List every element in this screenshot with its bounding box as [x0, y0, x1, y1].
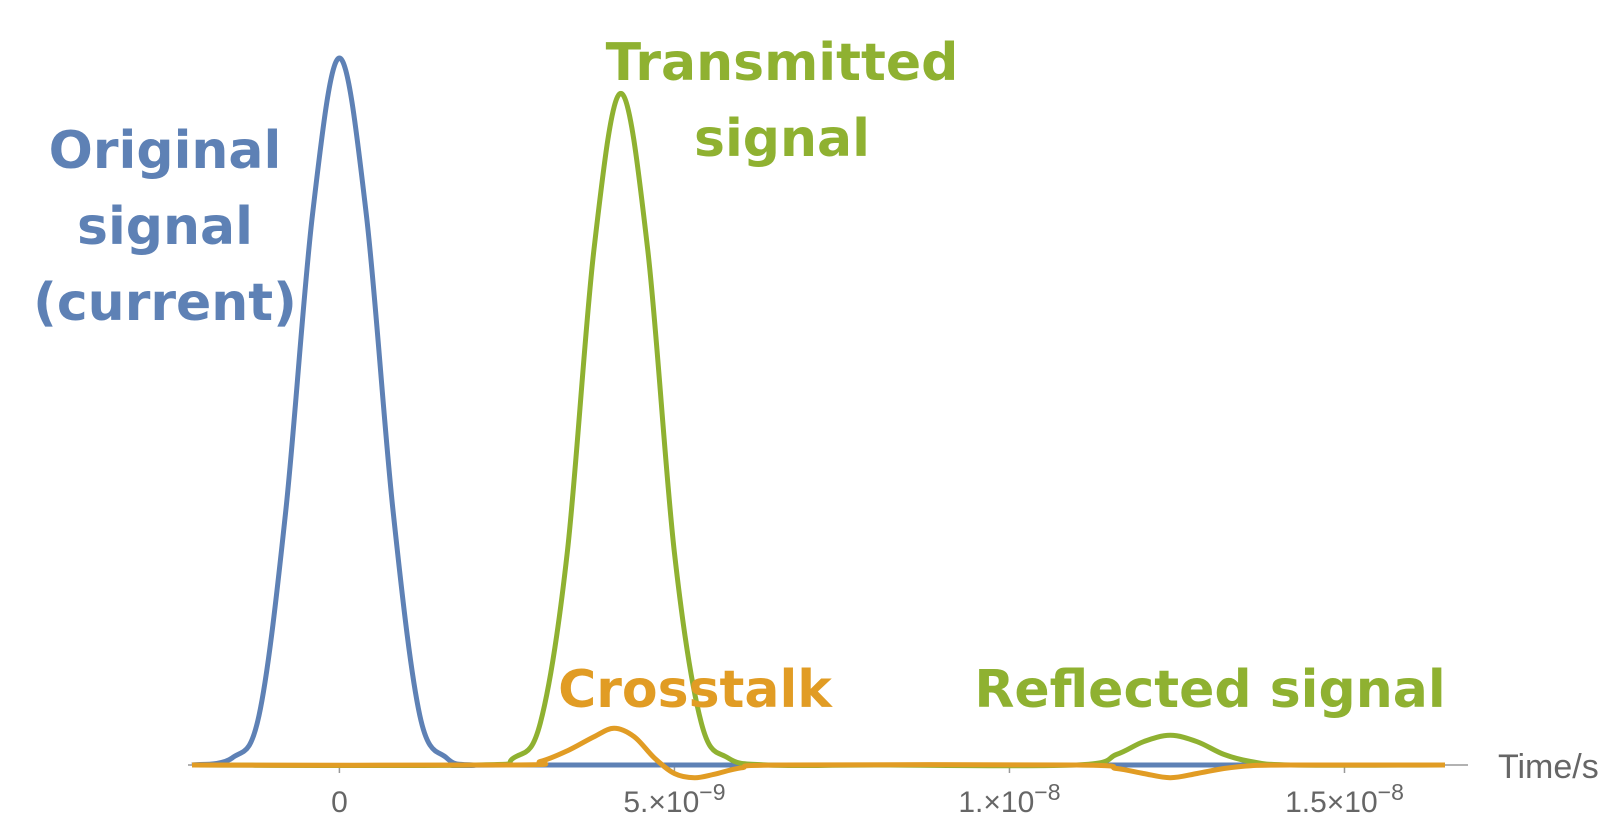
x-ticks: 0 5.×10−9 1.×10−8 1.5×10−8: [331, 765, 1404, 819]
annotation-crosstalk: Crosstalk: [558, 660, 833, 720]
x-tick-label: 1.×10−8: [958, 779, 1060, 819]
series-transmitted-reflected-line: [191, 90, 1446, 769]
x-tick-exponent: −8: [1034, 779, 1060, 805]
annotation-transmitted-signal: Transmitted signal: [606, 33, 959, 169]
annotation-transmitted-signal-line: Transmitted: [606, 33, 959, 93]
x-tick-exponent: −9: [699, 779, 725, 805]
annotation-crosstalk-line: Crosstalk: [558, 660, 833, 720]
series-crosstalk-line: [191, 725, 1446, 781]
annotation-reflected-signal-line: Reflected signal: [974, 660, 1445, 720]
x-tick-label: 5.×10−9: [623, 779, 725, 819]
annotation-original-signal-line: (current): [33, 273, 297, 333]
x-tick-label: 1.5×10−8: [1285, 779, 1404, 819]
series-group: [191, 55, 1446, 781]
annotation-original-signal-line: Original: [49, 121, 282, 181]
x-tick-label: 0: [331, 786, 348, 819]
annotations: Original signal (current) Transmitted signal…: [33, 33, 1446, 720]
x-tick-exponent: −8: [1378, 779, 1404, 805]
annotation-reflected-signal: Reflected signal: [974, 660, 1445, 720]
annotation-original-signal: Original signal (current): [33, 121, 297, 333]
x-axis-label: Time/s: [1498, 748, 1599, 786]
annotation-transmitted-signal-line: signal: [694, 109, 870, 169]
annotation-original-signal-line: signal: [77, 197, 253, 257]
